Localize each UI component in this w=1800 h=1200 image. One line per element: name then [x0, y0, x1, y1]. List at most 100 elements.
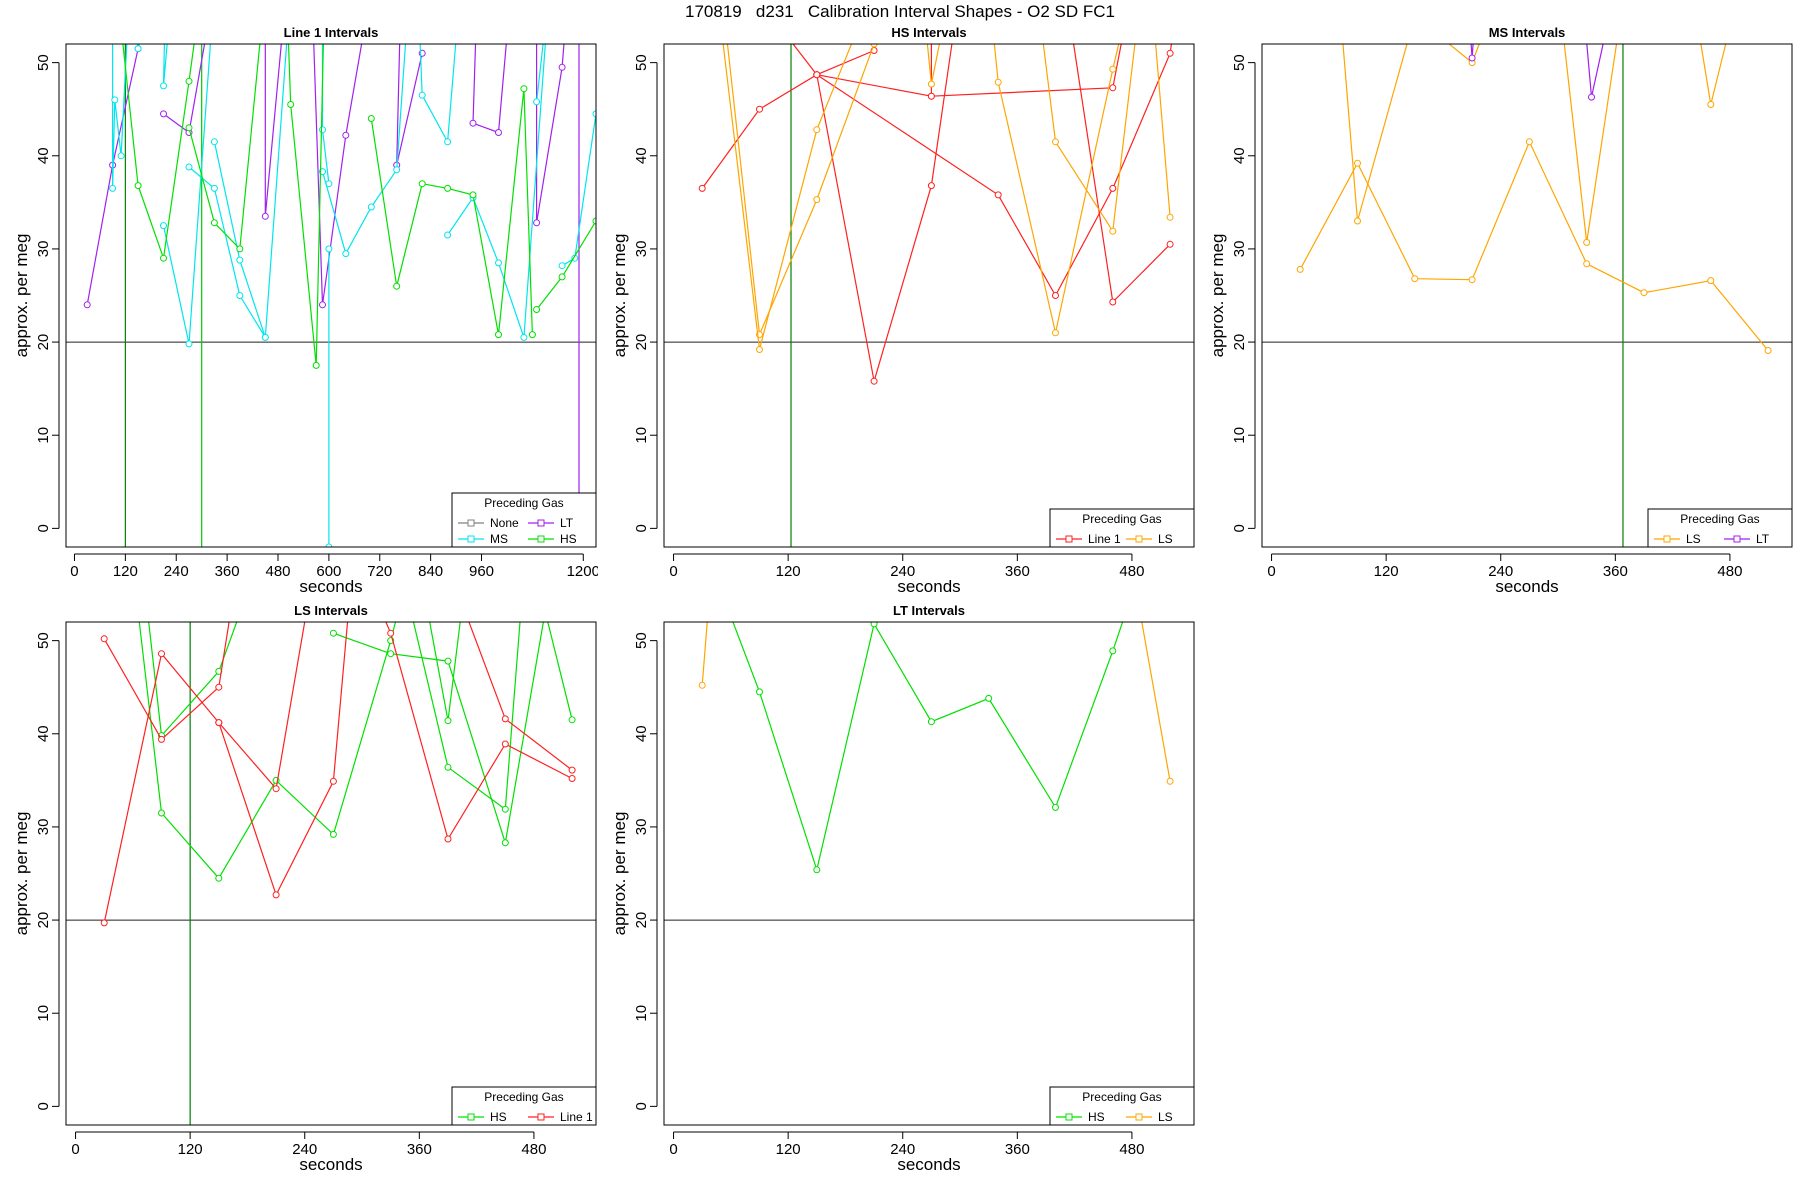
data-point-hs: [501, 839, 509, 847]
legend-swatch-marker: [1135, 535, 1143, 543]
data-point-hs: [185, 124, 193, 132]
series-line-lt: [86, 44, 140, 305]
legend-swatch-marker: [467, 519, 475, 527]
series-line-ms: [111, 44, 140, 189]
legend-title: Preceding Gas: [1680, 512, 1759, 526]
panel-title: LT Intervals: [893, 603, 965, 618]
data-point-ms: [261, 333, 269, 341]
panel-title: Line 1 Intervals: [284, 25, 379, 40]
x-tick-label: 960: [469, 563, 494, 580]
legend-label: HS: [1088, 1110, 1105, 1124]
plot-frame: [663, 43, 1195, 548]
legend-label: HS: [490, 1110, 507, 1124]
x-axis-label: seconds: [897, 1155, 960, 1174]
data-point-ms: [109, 184, 117, 192]
series-line-hs: [429, 622, 461, 721]
data-point-ms: [210, 138, 218, 146]
series-line-ls: [1141, 622, 1171, 782]
legend-box: [1647, 508, 1793, 548]
data-point-hs: [444, 763, 452, 771]
y-tick-label: 50: [35, 632, 52, 649]
series-line-hs: [287, 44, 324, 366]
data-point-hs: [185, 77, 193, 85]
y-tick-label: 40: [35, 725, 52, 742]
legend-swatch-marker: [1663, 535, 1671, 543]
legend-label: LS: [1686, 532, 1701, 546]
data-point-hs: [210, 219, 218, 227]
series-line-lt: [396, 44, 423, 166]
plot-area: [664, 44, 1194, 547]
data-point-ls: [1707, 277, 1715, 285]
legend: Preceding Gas HS LS: [1049, 1086, 1195, 1126]
data-point-ms: [117, 152, 125, 160]
legend-box: [451, 1086, 597, 1126]
plot-frame: [663, 621, 1195, 1126]
data-point-ms: [533, 98, 541, 106]
data-point-hs: [158, 809, 165, 817]
x-axis-label: seconds: [299, 577, 362, 596]
data-point-line-1: [1109, 298, 1117, 306]
legend: Preceding Gas HS Line 1: [451, 1086, 597, 1126]
legend-label: LT: [1756, 532, 1770, 546]
data-point-ls: [1707, 101, 1715, 108]
data-point-ms: [160, 222, 167, 230]
data-point-line-1: [1166, 49, 1174, 57]
series-line-ms: [321, 44, 407, 256]
y-tick-label: 10: [633, 427, 650, 444]
data-point-line-1: [927, 92, 935, 100]
y-tick-label: 10: [35, 427, 52, 444]
data-point-line-1: [501, 740, 509, 748]
panel-title: HS Intervals: [891, 25, 966, 40]
data-point-line-1: [158, 650, 165, 658]
data-point-line-1: [994, 191, 1002, 199]
data-point-ls: [1411, 275, 1419, 283]
data-point-hs: [312, 361, 320, 369]
series-line-ms: [419, 44, 457, 144]
series-line-ls: [1042, 44, 1136, 233]
data-point-ms: [444, 231, 452, 239]
data-point-lt: [469, 119, 477, 127]
series-line-ls: [1342, 44, 1480, 222]
y-tick-label: 10: [633, 1005, 650, 1022]
legend-swatch-marker: [1065, 535, 1073, 543]
data-point-ms: [160, 82, 167, 90]
data-point-line-1: [870, 377, 878, 385]
panel-title: MS Intervals: [1489, 25, 1566, 40]
x-tick-label: 480: [265, 563, 290, 580]
series-line-ms: [162, 44, 168, 86]
data-point-hs: [418, 180, 426, 188]
y-tick-label: 50: [633, 632, 650, 649]
x-tick-label: 120: [776, 563, 801, 580]
y-tick-label: 0: [633, 1102, 650, 1110]
x-tick-label: 480: [521, 1141, 546, 1158]
data-point-lt: [261, 212, 269, 220]
x-tick-label: 240: [292, 1141, 317, 1158]
y-tick-label: 20: [35, 334, 52, 351]
y-tick-label: 10: [35, 1005, 52, 1022]
data-point-line-1: [1052, 292, 1059, 299]
plot-area: [66, 622, 596, 1125]
data-point-hs: [287, 101, 295, 108]
series-line-hs: [188, 44, 261, 251]
data-point-line-1: [1109, 84, 1117, 92]
data-point-ms: [236, 256, 244, 264]
data-point-ms: [111, 96, 119, 104]
x-tick-label: 240: [890, 563, 915, 580]
legend-label: LS: [1158, 1110, 1173, 1124]
data-point-lt: [83, 301, 91, 309]
x-tick-label: 480: [1119, 563, 1144, 580]
line1-intervals-panel: Line 1 Intervals seconds approx. per meg 0 1…: [12, 25, 598, 596]
series-line-hs: [547, 622, 573, 720]
data-point-hs: [528, 331, 536, 339]
legend: Preceding Gas None LT MS HS: [451, 492, 597, 548]
series-line-hs: [412, 622, 521, 811]
data-point-ms: [520, 333, 528, 341]
x-tick-label: 240: [890, 1141, 915, 1158]
data-point-lt: [495, 129, 502, 136]
data-point-ls: [870, 44, 878, 48]
data-point-ls: [1525, 138, 1533, 146]
plot-area: [1262, 44, 1792, 547]
y-axis-label: approx. per meg: [12, 234, 31, 358]
y-axis-label: approx. per meg: [610, 812, 629, 936]
legend-label: None: [490, 516, 519, 530]
